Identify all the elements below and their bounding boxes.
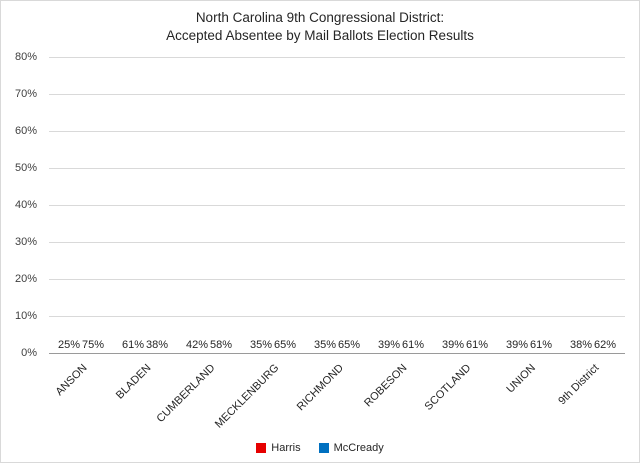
bar-data-label: 61%	[402, 339, 425, 351]
bar-column: 39%	[506, 339, 528, 353]
legend-item-mccready: McCready	[318, 442, 384, 454]
bar-column: 39%	[378, 339, 400, 353]
x-axis-category-label: BLADEN	[113, 362, 154, 402]
bar-group: 61% 38%	[113, 57, 177, 353]
bar-data-label: 35%	[313, 339, 336, 351]
legend-label: McCready	[333, 442, 384, 454]
x-axis-category-label: RICHMOND	[294, 362, 346, 414]
gridline	[49, 57, 625, 58]
bar-group: 35% 65%	[241, 57, 305, 353]
chart-title: North Carolina 9th Congressional Distric…	[1, 9, 639, 45]
y-tick-label: 60%	[14, 125, 37, 137]
gridline	[49, 205, 625, 206]
plot-area: 25% 75% 61% 38% 42% 58% 35% 65% 35% 65% 39% 61% 39% 6…	[49, 57, 625, 354]
gridline	[49, 316, 625, 317]
bar-group: 42% 58%	[177, 57, 241, 353]
bar-data-label: 35%	[249, 339, 272, 351]
bar-column: 75%	[82, 339, 104, 353]
y-tick-label: 20%	[14, 273, 37, 285]
bar-column: 61%	[530, 339, 552, 353]
bar-data-label: 65%	[338, 339, 361, 351]
bar-data-label: 38%	[146, 339, 169, 351]
bar-column: 62%	[594, 339, 616, 353]
bar-data-label: 42%	[185, 339, 208, 351]
x-axis-category-label: MECKLENBURG	[212, 362, 282, 431]
bar-column: 58%	[210, 339, 232, 353]
bar-column: 42%	[186, 339, 208, 353]
bar-group: 39% 61%	[369, 57, 433, 353]
x-axis-category-label: ROBESON	[362, 362, 410, 410]
bar-data-label: 61%	[466, 339, 489, 351]
bar-group: 25% 75%	[49, 57, 113, 353]
y-tick-label: 70%	[14, 88, 37, 100]
bar-data-label: 65%	[274, 339, 297, 351]
chart-title-line2: Accepted Absentee by Mail Ballots Electi…	[166, 28, 474, 43]
bar-column: 61%	[122, 339, 144, 353]
x-axis-category-label: ANSON	[53, 362, 90, 399]
legend-item-harris: Harris	[256, 442, 301, 454]
bar-data-label: 39%	[377, 339, 400, 351]
y-tick-label: 40%	[14, 199, 37, 211]
bar-column: 38%	[570, 339, 592, 353]
bar-column: 39%	[442, 339, 464, 353]
bar-data-label: 39%	[441, 339, 464, 351]
gridline	[49, 279, 625, 280]
gridline	[49, 242, 625, 243]
bar-column: 35%	[314, 339, 336, 353]
bar-column: 61%	[466, 339, 488, 353]
bar-group: 39% 61%	[497, 57, 561, 353]
bar-data-label: 39%	[505, 339, 528, 351]
bar-data-label: 61%	[530, 339, 553, 351]
gridline	[49, 168, 625, 169]
bar-group: 38% 62%	[561, 57, 625, 353]
x-axis-labels: ANSON BLADEN CUMBERLAND MECKLENBURG RICHMOND…	[49, 354, 625, 432]
y-tick-label: 10%	[14, 310, 37, 322]
chart-title-line1: North Carolina 9th Congressional Distric…	[195, 10, 445, 25]
bar-data-label: 75%	[82, 339, 105, 351]
x-axis-category-label: UNION	[503, 362, 538, 396]
gridline	[49, 94, 625, 95]
bar-data-label: 62%	[594, 339, 617, 351]
bar-group: 39% 61%	[433, 57, 497, 353]
legend: Harris McCready	[1, 442, 639, 454]
bar-data-label: 38%	[569, 339, 592, 351]
bar-data-label: 58%	[210, 339, 233, 351]
x-axis-category-label: 9th District	[556, 362, 602, 408]
x-axis-category-label: CUMBERLAND	[154, 362, 218, 425]
bar-column: 61%	[402, 339, 424, 353]
y-tick-label: 80%	[14, 51, 37, 63]
bar-column: 65%	[338, 339, 360, 353]
bar-data-label: 61%	[121, 339, 144, 351]
bar-column: 35%	[250, 339, 272, 353]
gridline	[49, 131, 625, 132]
bar-groups: 25% 75% 61% 38% 42% 58% 35% 65% 35% 65% 39% 61% 39% 6…	[49, 57, 625, 353]
y-axis: 0% 10% 20% 30% 40% 50% 60% 70% 80%	[1, 51, 45, 359]
x-axis-category-label: SCOTLAND	[422, 362, 474, 413]
bar-column: 25%	[58, 339, 80, 353]
legend-label: Harris	[271, 442, 301, 454]
bar-column: 65%	[274, 339, 296, 353]
legend-swatch-icon	[318, 443, 329, 453]
y-tick-label: 0%	[21, 347, 37, 359]
bar-data-label: 25%	[57, 339, 80, 351]
y-tick-label: 50%	[14, 162, 37, 174]
y-tick-label: 30%	[14, 236, 37, 248]
bar-column: 38%	[146, 339, 168, 353]
bar-group: 35% 65%	[305, 57, 369, 353]
legend-swatch-icon	[256, 443, 267, 453]
